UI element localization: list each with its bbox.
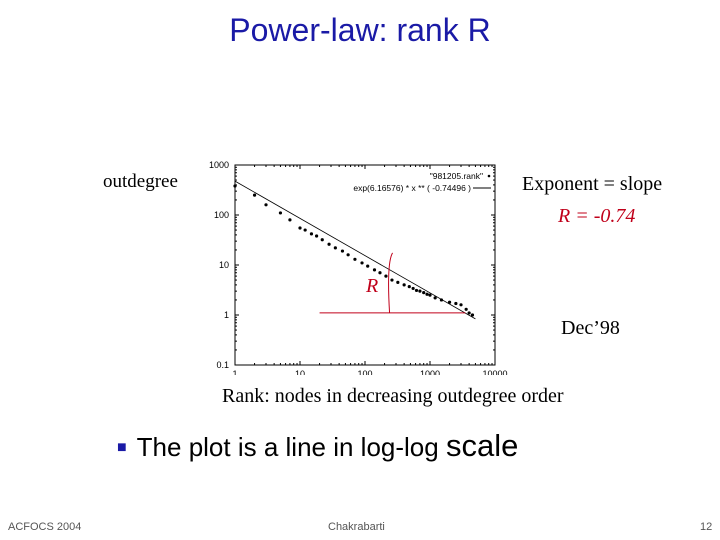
y-tick-label: 10 xyxy=(219,260,229,270)
data-point xyxy=(327,242,331,246)
x-tick-label: 100 xyxy=(357,369,372,375)
data-point xyxy=(360,261,364,265)
data-point xyxy=(320,238,324,242)
y-tick-label: 100 xyxy=(214,210,229,220)
footer-conference: ACFOCS 2004 xyxy=(8,521,82,533)
data-point xyxy=(396,280,400,284)
data-point xyxy=(309,232,314,236)
footer-author: Chakrabarti xyxy=(328,521,385,533)
plot-annotations xyxy=(319,252,466,314)
data-point xyxy=(425,292,429,296)
data-point xyxy=(464,307,468,311)
data-point xyxy=(314,234,319,238)
data-point xyxy=(288,218,292,222)
x-tick-label: 1000 xyxy=(420,369,440,375)
data-point xyxy=(366,264,370,268)
bullet-scale-word: scale xyxy=(445,428,519,463)
data-point xyxy=(402,283,406,287)
data-point xyxy=(428,293,432,297)
data-point xyxy=(303,228,307,232)
exponent-annotation: Exponent = slope xyxy=(522,173,663,195)
r-value-annotation: R = -0.74 xyxy=(558,205,636,227)
data-point xyxy=(340,249,345,253)
data-point xyxy=(346,253,350,257)
date-annotation: Dec’98 xyxy=(561,317,620,339)
rank-axis-label: Rank: nodes in decreasing outdegree orde… xyxy=(222,385,564,407)
data-point xyxy=(411,286,415,291)
data-point xyxy=(422,291,426,295)
data-point xyxy=(433,296,437,300)
legend-entry-data: "981205.rank" xyxy=(430,171,483,181)
y-tick-label: 1000 xyxy=(209,160,229,170)
data-point xyxy=(418,289,422,293)
data-point xyxy=(264,203,268,207)
data-point xyxy=(333,246,337,250)
data-point xyxy=(353,257,357,261)
r-angle-marker: R xyxy=(366,275,379,297)
data-point xyxy=(252,193,257,197)
data-point xyxy=(407,284,411,289)
plot-marks xyxy=(233,180,476,320)
data-point xyxy=(467,311,471,315)
square-bullet-icon: ■ xyxy=(117,439,127,456)
data-point xyxy=(372,268,377,272)
x-tick-label: 10 xyxy=(295,369,305,375)
data-point xyxy=(414,288,419,293)
data-point xyxy=(384,274,388,278)
data-point xyxy=(459,303,463,307)
plot-frame xyxy=(234,164,496,366)
fit-line xyxy=(234,180,476,320)
x-tick-label: 1 xyxy=(232,369,237,375)
data-point xyxy=(298,226,302,230)
data-point xyxy=(390,278,394,282)
y-tick-label: 0.1 xyxy=(216,360,229,370)
legend-marker-data xyxy=(487,174,491,178)
bullet-text: The plot is a line in log-log xyxy=(136,432,446,462)
footer-page-number: 12 xyxy=(700,521,713,533)
outdegree-label: outdegree xyxy=(103,171,178,192)
loglog-rank-plot: 1 10 100 1000 1000010001001010.1"981205.rank… xyxy=(209,160,508,375)
legend-entry-fit: exp(6.16576) * x ** ( -0.74496 ) xyxy=(353,183,471,193)
data-point xyxy=(278,211,283,215)
bullet-point: ■ The plot is a line in log-log scale xyxy=(117,428,518,464)
y-tick-label: 1 xyxy=(224,310,229,320)
plot-axes: 1 10 100 1000 1000010001001010.1"981205.rank… xyxy=(209,160,508,375)
data-point xyxy=(233,184,237,188)
slide-title: Power-law: rank R xyxy=(229,12,491,48)
data-point xyxy=(470,313,475,317)
angle-arc xyxy=(388,252,394,313)
data-point xyxy=(454,301,458,306)
x-tick-label: 10000 xyxy=(482,369,507,375)
data-point xyxy=(378,271,382,275)
data-point xyxy=(447,300,452,304)
data-point xyxy=(439,298,444,302)
